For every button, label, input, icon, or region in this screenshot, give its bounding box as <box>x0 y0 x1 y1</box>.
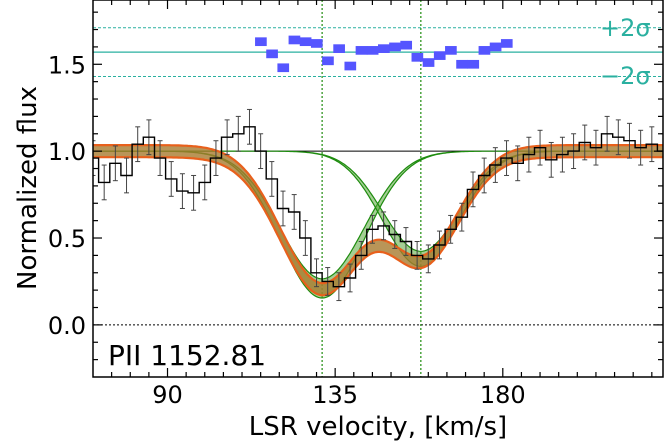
residual-bar <box>489 42 502 52</box>
spectrum-step-line <box>93 126 663 288</box>
plot-frame <box>92 0 664 378</box>
model-upper-line <box>93 144 663 285</box>
x-axis-label: LSR velocity, [km/s] <box>249 412 507 442</box>
residual-bar <box>355 46 368 55</box>
residual-bar <box>333 44 345 53</box>
residual-bar <box>467 59 480 69</box>
model-envelope <box>93 144 663 297</box>
sigma-plus-label: +2σ <box>600 14 651 42</box>
residual-bar <box>445 46 457 55</box>
residual-bar <box>456 59 468 69</box>
y-tick-label: 0.0 <box>48 312 86 340</box>
residual-bar <box>299 37 312 47</box>
residual-bar <box>366 46 379 55</box>
residual-bar <box>255 37 267 47</box>
component-band-2 <box>93 150 663 268</box>
y-tick-label: 1.5 <box>48 51 86 79</box>
residual-bar <box>322 56 334 66</box>
component-center-lines <box>321 0 422 377</box>
residual-bar <box>288 35 301 45</box>
x-tick-label: 90 <box>152 381 183 409</box>
annotation-label: PII 1152.81 <box>108 339 266 372</box>
model-lower-line <box>93 156 663 297</box>
residual-bar <box>389 42 401 52</box>
sigma-minus-label: −2σ <box>600 62 651 90</box>
x-tick-label: 180 <box>480 381 526 409</box>
residual-bar <box>378 44 390 53</box>
residual-bar <box>411 52 424 62</box>
y-tick-labels: 0.0 0.5 1.0 1.5 <box>48 51 86 340</box>
x-tick-label: 135 <box>312 381 358 409</box>
spectrum-data <box>93 108 663 302</box>
plot-area <box>93 0 663 377</box>
residual-bar <box>500 39 513 48</box>
component-profiles <box>93 150 663 299</box>
y-tick-label: 0.5 <box>48 225 86 253</box>
sigma-lines <box>93 27 663 326</box>
component-band-1 <box>93 150 663 299</box>
model-envelope-fill <box>93 145 663 296</box>
residual-bar <box>478 46 491 55</box>
residual-bar <box>344 61 357 71</box>
residual-bar <box>310 39 323 48</box>
x-tick-labels: 90 135 180 <box>152 381 525 409</box>
residual-bar <box>422 58 435 67</box>
residual-bar <box>400 40 413 50</box>
y-tick-label: 1.0 <box>48 138 86 166</box>
axis-ticks <box>93 0 663 377</box>
residual-bar <box>266 49 278 59</box>
residual-bar <box>433 51 446 60</box>
residual-bar <box>277 63 290 73</box>
y-axis-label: Normalized flux <box>13 86 43 290</box>
residual-bars <box>255 35 513 73</box>
